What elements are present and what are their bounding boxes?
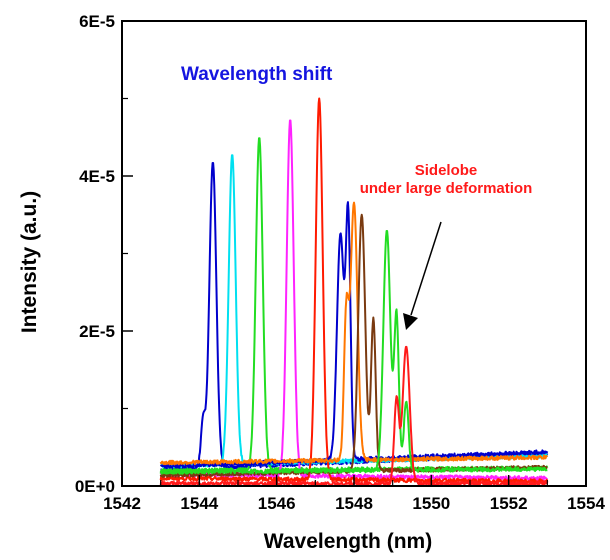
x-axis-title: Wavelength (nm): [264, 530, 432, 553]
y-tick-label: 0E+0: [75, 477, 115, 496]
series-line-9: [159, 229, 548, 475]
series-line-7: [159, 201, 549, 466]
annotation-under-large-deformation: under large deformation: [360, 180, 533, 197]
annotation-wavelength-shift: Wavelength shift: [181, 64, 333, 85]
x-tick-label: 1554: [567, 494, 605, 513]
series-line-8: [159, 213, 548, 478]
x-tick-label: 1544: [180, 494, 218, 513]
x-tick-label: 1542: [103, 494, 141, 513]
series-line-6: [159, 201, 549, 470]
x-tick-label: 1548: [335, 494, 373, 513]
annotation-sidelobe: Sidelobe: [415, 162, 478, 179]
series-line-4: [160, 119, 549, 481]
y-tick-label: 4E-5: [79, 167, 115, 186]
y-axis-title: Intensity (a.u.): [18, 191, 41, 333]
x-tick-label: 1552: [490, 494, 528, 513]
x-tick-label: 1546: [258, 494, 296, 513]
annotation-arrow: [403, 221, 442, 330]
series-line-5: [159, 97, 549, 485]
ticks-layer: 1542 1544 1546 1548 1550 1552 1554 0E+0 2E-5 4E-5…: [75, 12, 606, 513]
plot-frame: [121, 20, 587, 487]
y-tick-label: 2E-5: [79, 322, 115, 341]
x-tick-label: 1550: [412, 494, 450, 513]
y-tick-label: 6E-5: [79, 12, 115, 31]
series-layer: [159, 97, 549, 487]
